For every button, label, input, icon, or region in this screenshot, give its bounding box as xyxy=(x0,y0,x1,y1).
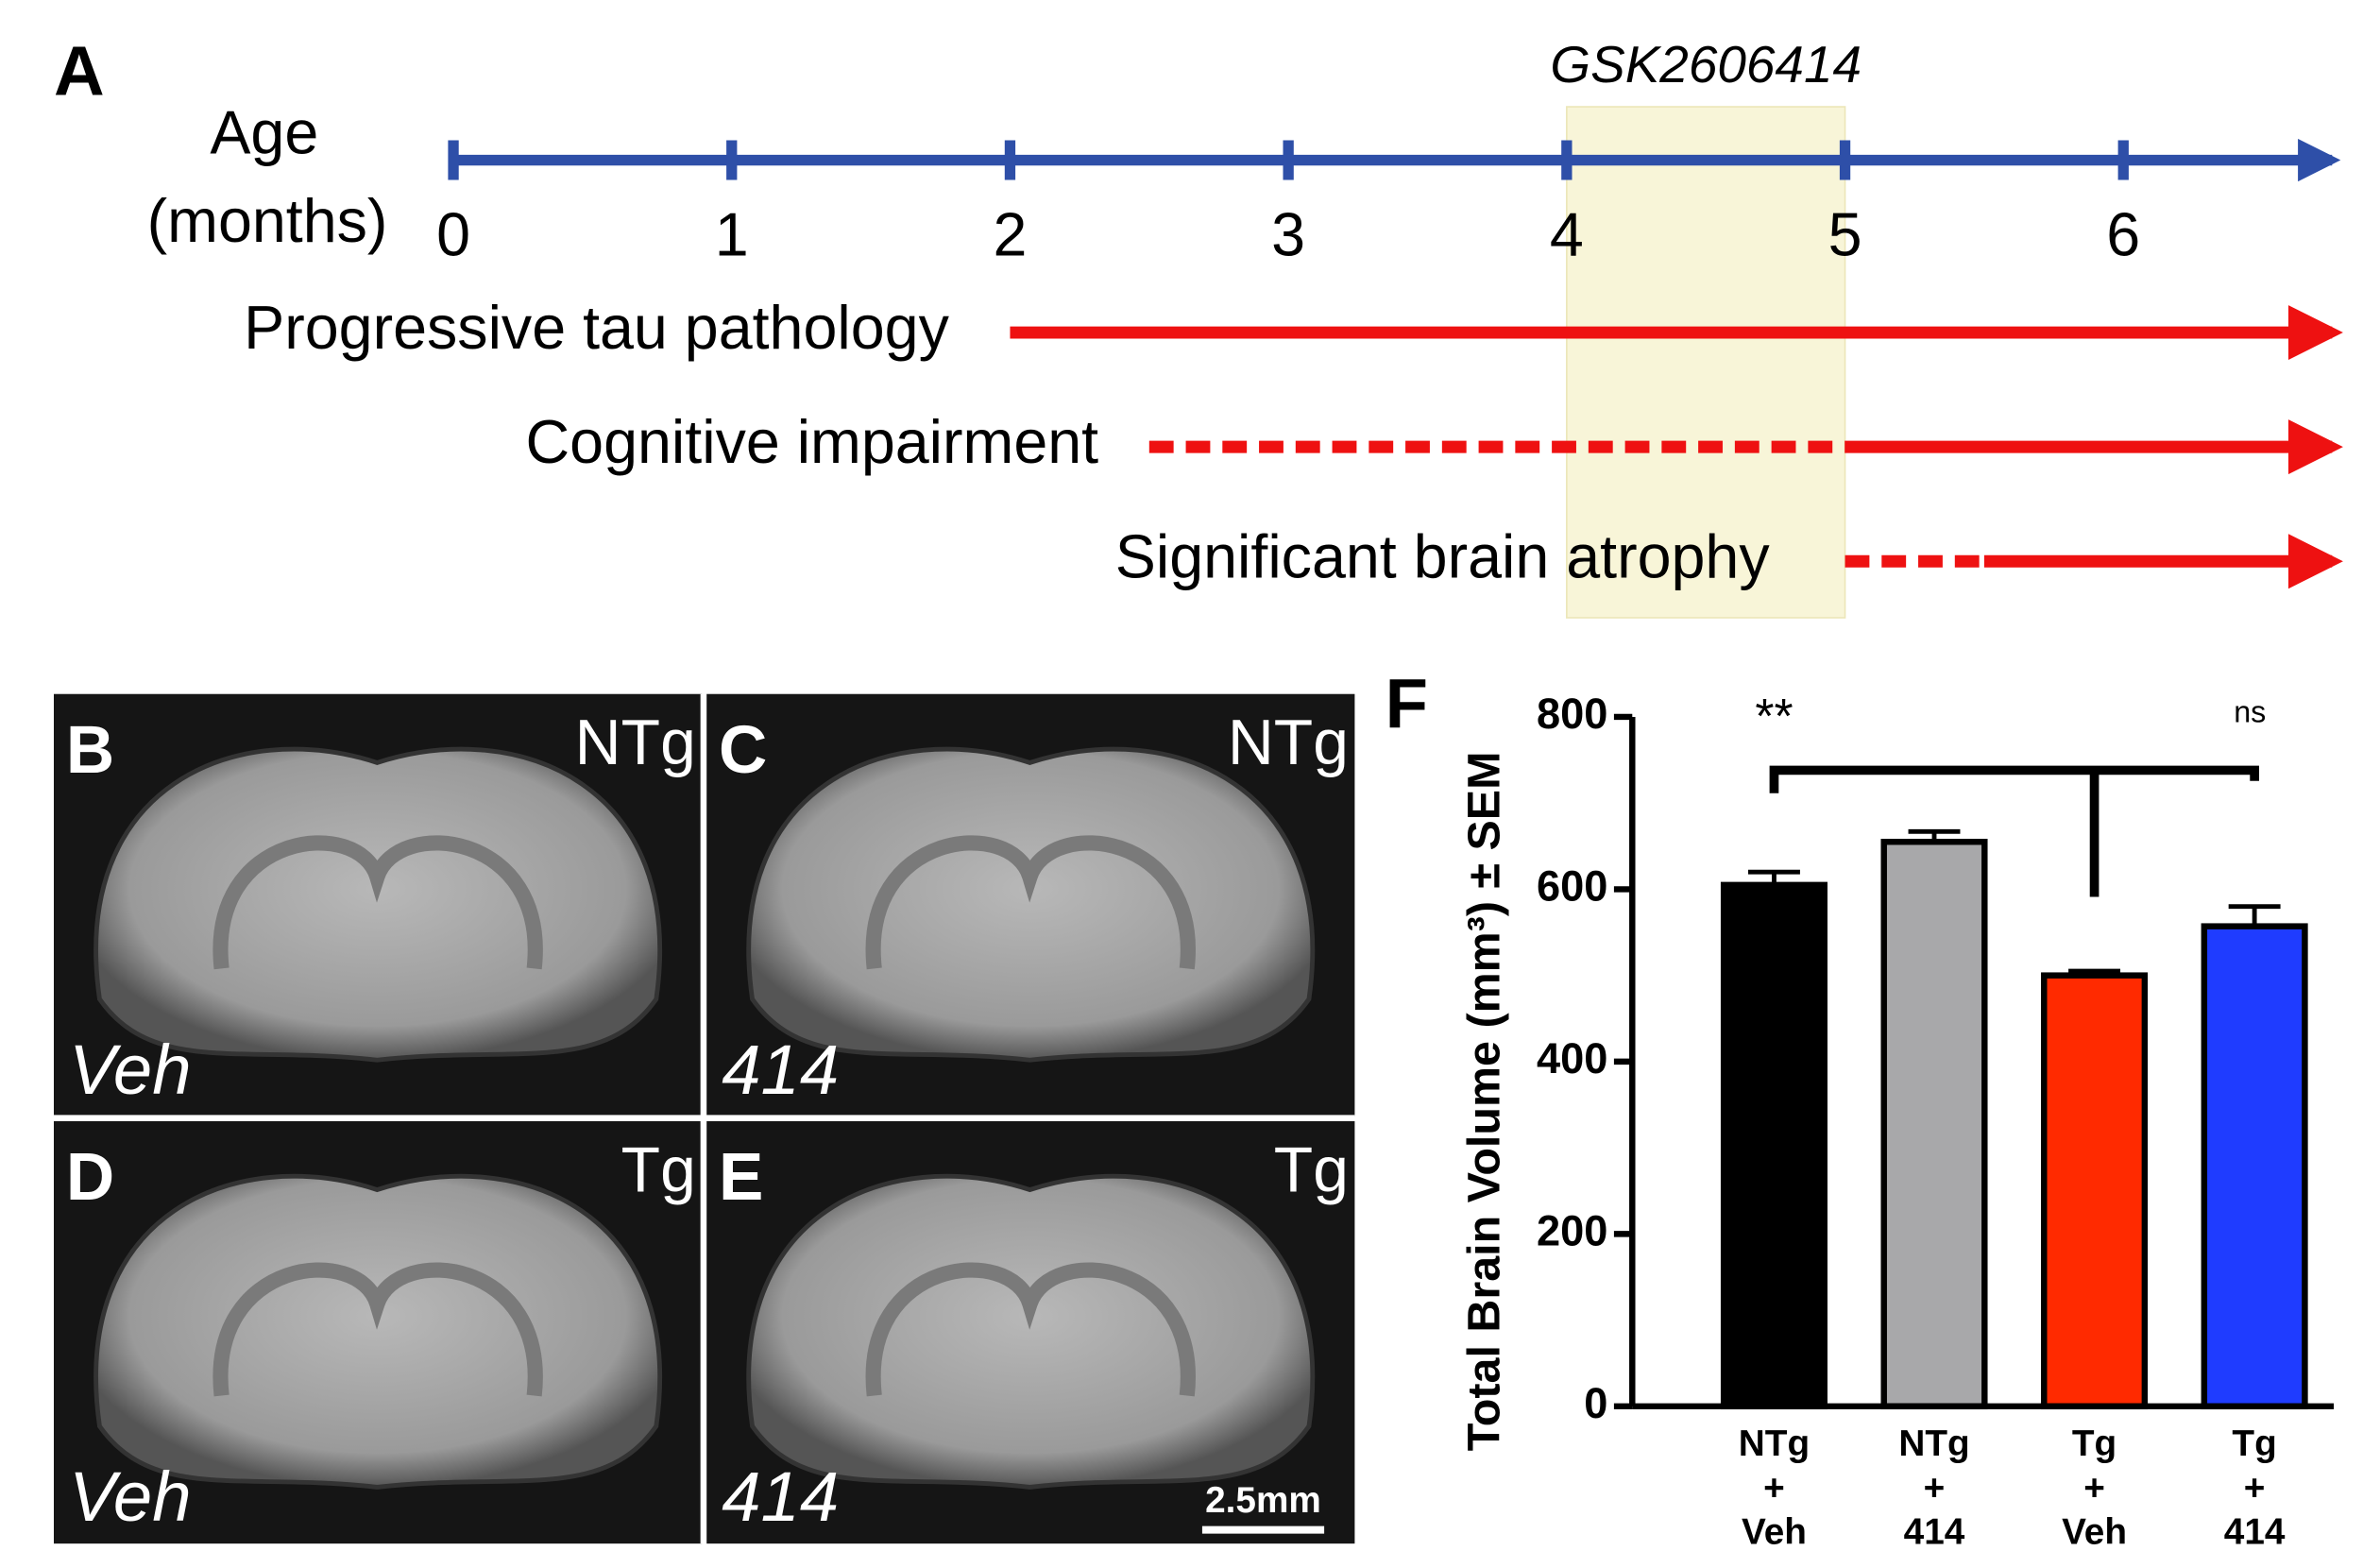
panel-label: A xyxy=(54,31,105,110)
bar xyxy=(1880,839,1988,1410)
treatment-label: Veh xyxy=(69,1457,191,1536)
hippocampus xyxy=(212,835,543,970)
axis-title: Age xyxy=(210,98,318,166)
hippocampus xyxy=(865,1262,1196,1397)
divider xyxy=(53,1115,1355,1121)
y-tick-label: 600 xyxy=(1537,861,1607,910)
genotype-label: NTg xyxy=(1228,707,1349,778)
x-tick-label: Veh xyxy=(2062,1512,2127,1553)
genotype-label: NTg xyxy=(575,707,696,778)
time-tick-label: 3 xyxy=(1271,201,1305,269)
panel-label: F xyxy=(1386,665,1428,743)
time-tick-label: 4 xyxy=(1550,201,1584,269)
x-tick-label: NTg xyxy=(1739,1423,1810,1464)
significance-bracket xyxy=(1769,765,2259,897)
bar xyxy=(1720,881,1828,1410)
annotation: ns xyxy=(2234,694,2266,728)
y-axis-label: Total Brain Volume (mm³) ± SEM xyxy=(1459,752,1510,1452)
panel-label: C xyxy=(719,713,767,788)
x-tick-label: + xyxy=(1924,1468,1946,1508)
hippocampus xyxy=(865,835,1196,970)
bar xyxy=(2201,923,2308,1410)
treatment-label: 414 xyxy=(722,1457,839,1536)
x-tick-label: + xyxy=(2244,1468,2266,1508)
genotype-label: Tg xyxy=(1274,1134,1349,1205)
x-tick-label: 414 xyxy=(1904,1512,1965,1553)
row-label: Significant brain atrophy xyxy=(1115,522,1771,590)
brain-section xyxy=(746,1173,1316,1490)
hippocampus xyxy=(212,1262,543,1397)
time-tick-label: 5 xyxy=(1828,201,1862,269)
panel-label: D xyxy=(66,1140,114,1215)
treatment-label: GSK2606414 xyxy=(1550,35,1862,94)
x-tick-label: 414 xyxy=(2224,1512,2286,1553)
scale-bar-label: 2.5mm xyxy=(1205,1480,1321,1521)
y-tick-label: 400 xyxy=(1537,1034,1607,1082)
y-tick-label: 0 xyxy=(1584,1379,1607,1427)
y-tick-label: 800 xyxy=(1537,690,1607,738)
time-tick-label: 6 xyxy=(2106,201,2140,269)
brain-section xyxy=(94,1173,663,1490)
genotype-label: Tg xyxy=(621,1134,696,1205)
bar xyxy=(2041,972,2149,1410)
y-tick-label: 200 xyxy=(1537,1206,1607,1254)
x-tick-label: Tg xyxy=(2072,1423,2116,1464)
panel-label: E xyxy=(719,1140,763,1215)
treatment-window xyxy=(1566,106,1846,619)
time-tick-label: 0 xyxy=(436,201,470,269)
x-tick-label: + xyxy=(1763,1468,1785,1508)
annotation: ** xyxy=(1755,689,1793,743)
brain-section xyxy=(746,746,1316,1063)
panel-label: B xyxy=(66,713,114,788)
x-tick-label: NTg xyxy=(1898,1423,1969,1464)
row-label: Cognitive impairment xyxy=(526,408,1099,476)
x-tick-label: Tg xyxy=(2232,1423,2276,1464)
treatment-label: Veh xyxy=(69,1031,191,1109)
x-tick-label: + xyxy=(2083,1468,2105,1508)
brain-section xyxy=(94,746,663,1063)
axis-title: (months) xyxy=(147,187,388,255)
time-tick-label: 2 xyxy=(993,201,1027,269)
x-tick-label: Veh xyxy=(1742,1512,1807,1553)
treatment-label: 414 xyxy=(722,1031,839,1109)
row-label: Progressive tau pathology xyxy=(244,294,949,362)
time-tick-label: 1 xyxy=(715,201,749,269)
